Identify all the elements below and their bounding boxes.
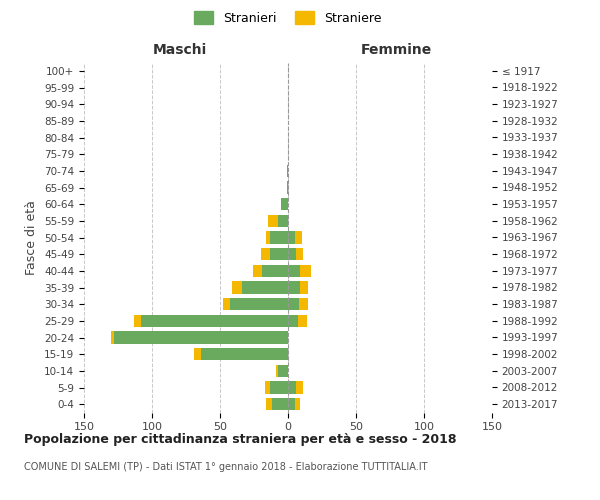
Bar (278, 214, 288, 227)
Bar (287, 181, 288, 194)
Bar (262, 264, 288, 277)
Bar (141, 314, 288, 327)
Bar (201, 348, 288, 360)
Bar (271, 248, 288, 260)
Bar (300, 264, 311, 277)
Bar (272, 398, 288, 410)
Bar (288, 398, 295, 410)
Bar (194, 348, 201, 360)
Bar (271, 231, 288, 244)
Y-axis label: Fasce di età: Fasce di età (25, 200, 38, 275)
Bar (266, 231, 271, 244)
Bar (288, 264, 300, 277)
Bar (223, 298, 230, 310)
Bar (295, 231, 302, 244)
Text: Femmine: Femmine (361, 44, 431, 58)
Bar (230, 298, 288, 310)
Bar (299, 298, 308, 310)
Bar (276, 364, 278, 377)
Bar (288, 248, 296, 260)
Bar (296, 381, 303, 394)
Bar (287, 164, 288, 177)
Bar (271, 381, 288, 394)
Bar (114, 331, 288, 344)
Bar (288, 381, 296, 394)
Bar (134, 314, 141, 327)
Bar (300, 281, 308, 293)
Bar (296, 248, 303, 260)
Legend: Stranieri, Straniere: Stranieri, Straniere (190, 6, 386, 30)
Bar (281, 198, 288, 210)
Bar (278, 364, 288, 377)
Bar (298, 314, 307, 327)
Bar (242, 281, 288, 293)
Bar (288, 314, 298, 327)
Bar (261, 248, 271, 260)
Text: Popolazione per cittadinanza straniera per età e sesso - 2018: Popolazione per cittadinanza straniera p… (24, 432, 457, 446)
Bar (111, 331, 114, 344)
Bar (288, 298, 299, 310)
Bar (232, 281, 242, 293)
Bar (268, 214, 278, 227)
Bar (295, 398, 300, 410)
Bar (265, 381, 271, 394)
Bar (266, 398, 272, 410)
Bar (288, 231, 295, 244)
Bar (253, 264, 262, 277)
Text: COMUNE DI SALEMI (TP) - Dati ISTAT 1° gennaio 2018 - Elaborazione TUTTITALIA.IT: COMUNE DI SALEMI (TP) - Dati ISTAT 1° ge… (24, 462, 427, 472)
Text: Maschi: Maschi (153, 44, 207, 58)
Bar (288, 281, 300, 293)
